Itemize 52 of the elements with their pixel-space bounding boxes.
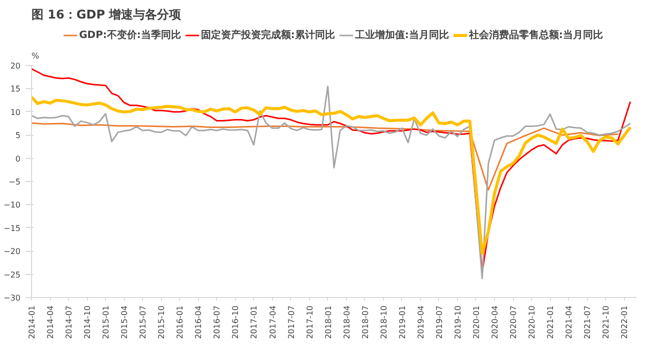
y-tick-label: 10 [10,108,21,117]
x-tick-label: 2017-01 [250,305,259,339]
x-tick-label: 2015-01 [102,305,111,339]
line-series [32,122,619,191]
x-tick-label: 2020-01 [472,305,481,339]
x-tick-label: 2017-04 [268,305,278,339]
legend-label: GDP:不变价:当季同比 [79,28,181,42]
x-tick-label: 2021-07 [583,305,592,339]
y-tick-label: 5 [15,131,21,140]
x-tick-label: 2022-01 [620,305,630,339]
chart-title: 图 16：GDP 增速与各分项 [32,8,182,22]
line-series [32,96,632,255]
x-tick-label: 2017-10 [305,305,314,339]
x-tick-label: 2014-01 [28,305,36,339]
x-tick-label: 2021-10 [602,305,611,339]
x-tick-label: 2017-07 [286,305,296,339]
y-tick-label: −10 [4,200,21,210]
x-tick-label: 2015-10 [157,305,166,339]
x-tick-label: 2019-10 [453,305,462,339]
x-tick-label: 2016-10 [231,305,240,339]
y-tick-label: −30 [4,294,21,302]
y-tick-label: 0 [15,154,21,164]
y-tick-label: −5 [8,178,21,186]
x-tick-label: 2018-10 [379,305,388,339]
y-tick-label: 15 [10,84,21,94]
y-tick-label: 20 [10,62,21,70]
x-tick-label: 2015-07 [138,305,148,339]
x-tick-label: 2015-04 [120,305,130,339]
y-tick-label: −25 [4,270,21,280]
x-tick-label: 2019-01 [398,305,407,339]
x-tick-label: 2021-04 [564,305,574,339]
legend-label: 固定资产投资完成额:累计同比 [200,28,335,42]
x-tick-label: 2014-04 [46,305,56,339]
x-tick-label: 2020-07 [509,305,518,339]
y-axis-title: % [32,52,40,60]
x-tick-label: 2016-01 [176,305,185,339]
x-tick-label: 2018-07 [360,305,370,339]
y-tick-label: −15 [4,224,21,233]
x-tick-label: 2016-07 [212,305,222,339]
x-tick-label: 2019-07 [434,305,444,339]
y-tick-label: −20 [4,247,21,256]
x-tick-label: 2016-04 [194,305,204,339]
x-tick-label: 2020-10 [528,305,537,339]
x-tick-label: 2018-01 [324,305,333,339]
x-tick-label: 2014-10 [83,305,92,339]
x-tick-label: 2021-01 [546,305,556,339]
x-tick-label: 2020-04 [490,305,500,339]
x-tick-label: 2014-07 [64,305,74,339]
x-tick-label: 2019-04 [416,305,426,339]
legend-label: 工业增加值:当月同比 [354,28,449,42]
x-tick-label: 2018-04 [342,305,352,339]
legend-label: 社会消费品零售总额:当月同比 [468,28,603,42]
